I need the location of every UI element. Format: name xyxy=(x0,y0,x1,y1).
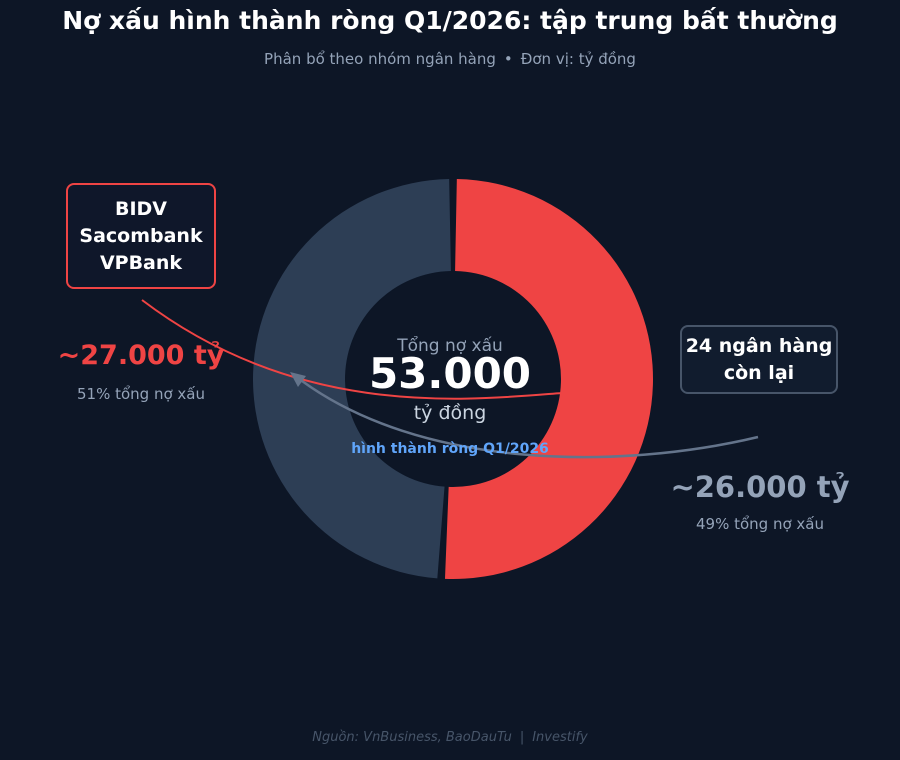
donut-hole xyxy=(346,272,560,486)
right-group-line: 24 ngân hàng xyxy=(685,335,833,357)
bank-name: Sacombank xyxy=(79,225,203,247)
center-total-value: 53.000 xyxy=(368,349,532,398)
source-brand: Investify xyxy=(532,730,588,745)
right-group-value: ~26.000 tỷ xyxy=(670,470,850,504)
connector-arrow-red xyxy=(141,299,563,400)
connector-arrowhead xyxy=(290,372,306,387)
chart-title: Nợ xấu hình thành ròng Q1/2026: tập trun… xyxy=(62,6,838,35)
chart-subtitle: Phân bổ theo nhóm ngân hàng • Đơn vị: tỷ đ… xyxy=(0,50,900,68)
center-note: hình thành ròng Q1/2026 xyxy=(351,441,549,457)
source-separator: | xyxy=(519,730,525,745)
donut-slice-top3-banks xyxy=(444,179,654,579)
connector-arrow-gray xyxy=(297,377,759,459)
right-group-box: 24 ngân hàng còn lại xyxy=(680,325,838,394)
subtitle-unit: Đơn vị: tỷ đồng xyxy=(520,50,636,68)
right-group-share: 49% tổng nợ xấu xyxy=(696,515,824,533)
right-group-line: còn lại xyxy=(723,362,795,384)
bank-name: VPBank xyxy=(99,252,183,274)
donut-slices xyxy=(252,179,654,579)
donut-slice-other-banks xyxy=(252,179,451,579)
bank-name: BIDV xyxy=(114,198,168,220)
source-footer: Nguồn: VnBusiness, BaoDauTu | Investify xyxy=(0,730,900,745)
center-label: Tổng nợ xấu xyxy=(397,336,503,356)
left-group-share: 51% tổng nợ xấu xyxy=(77,385,205,403)
left-group-box: BIDV Sacombank VPBank xyxy=(66,183,216,289)
source-text: Nguồn: VnBusiness, BaoDauTu xyxy=(312,730,512,745)
subtitle-separator: • xyxy=(503,50,513,68)
subtitle-text: Phân bổ theo nhóm ngân hàng xyxy=(264,50,496,68)
left-group-value: ~27.000 tỷ xyxy=(57,340,225,371)
center-unit: tỷ đồng xyxy=(413,402,487,424)
